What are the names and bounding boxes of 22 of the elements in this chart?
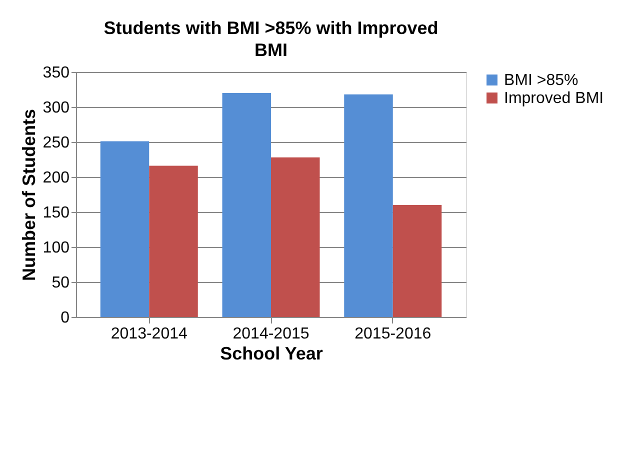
y-tick-label: 200 bbox=[42, 170, 70, 186]
legend-label: Improved BMI bbox=[504, 90, 604, 107]
chart-title: Students with BMI >85% with Improved BMI bbox=[104, 18, 438, 60]
y-tick-label: 150 bbox=[42, 204, 70, 222]
bar bbox=[100, 141, 150, 317]
y-tick-label: 50 bbox=[52, 274, 70, 292]
bar bbox=[392, 205, 442, 317]
bar bbox=[344, 94, 393, 317]
legend-label: BMI >85% bbox=[504, 72, 578, 89]
y-tick-label: 250 bbox=[42, 134, 70, 152]
bar bbox=[222, 93, 271, 317]
y-tick-label: 350 bbox=[42, 64, 70, 82]
x-tick-label: 2013-2014 bbox=[110, 326, 188, 342]
x-tick-label: 2014-2015 bbox=[232, 326, 310, 342]
x-tick-label: 2015-2016 bbox=[354, 326, 432, 342]
x-axis-title: School Year bbox=[220, 344, 323, 364]
y-axis-title: Number of Students bbox=[18, 108, 39, 282]
bar bbox=[271, 157, 320, 317]
y-tick-label: 0 bbox=[60, 310, 70, 326]
bar bbox=[149, 166, 198, 317]
y-tick-label: 100 bbox=[42, 240, 70, 256]
y-tick-label: 300 bbox=[42, 100, 70, 116]
